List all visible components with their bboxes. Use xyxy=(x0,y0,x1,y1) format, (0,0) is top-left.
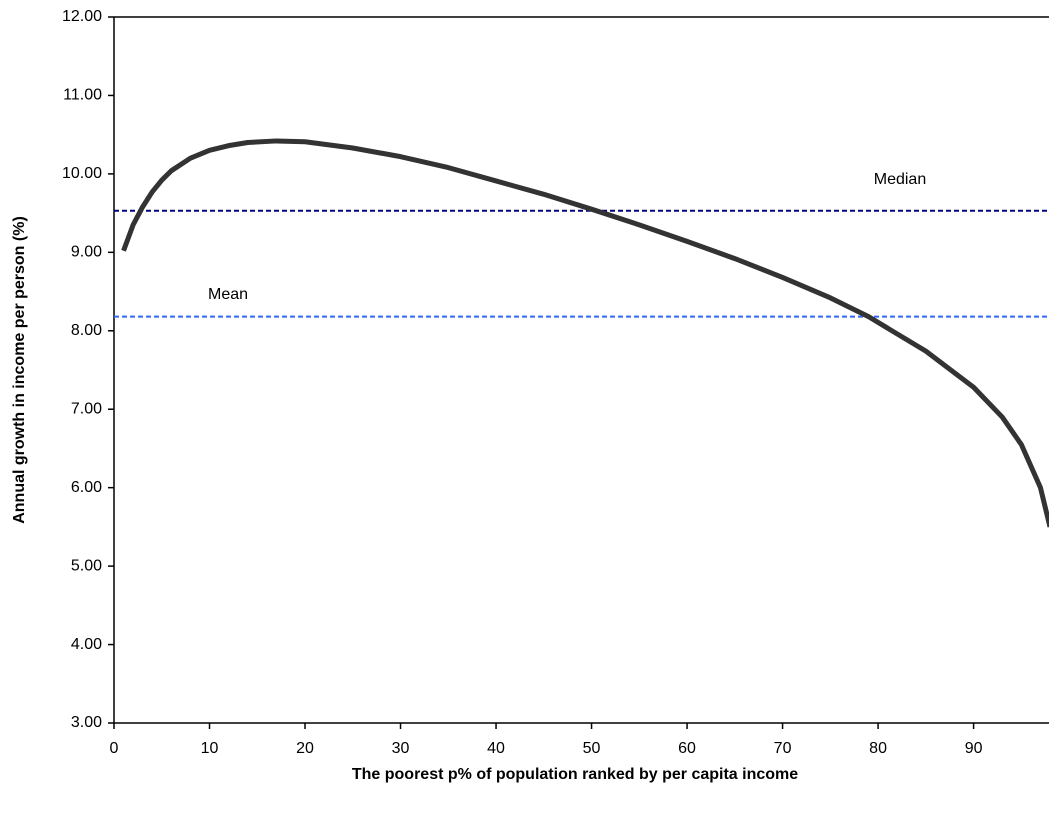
x-tick-label: 70 xyxy=(774,740,792,757)
y-tick-label: 3.00 xyxy=(71,714,102,731)
y-tick-label: 6.00 xyxy=(71,479,102,496)
y-axis-title: Annual growth in income per person (%) xyxy=(11,216,28,524)
x-axis-title: The poorest p% of population ranked by p… xyxy=(352,766,798,783)
x-tick-label: 20 xyxy=(296,740,314,757)
line-series xyxy=(121,138,1049,528)
y-tick-label: 9.00 xyxy=(71,244,102,261)
y-tick-label: 10.00 xyxy=(62,165,102,182)
x-tick-label: 80 xyxy=(869,740,887,757)
x-tick-label: 90 xyxy=(965,740,983,757)
y-tick-label: 5.00 xyxy=(71,557,102,574)
x-tick-label: 60 xyxy=(678,740,696,757)
x-tick-label: 30 xyxy=(392,740,410,757)
y-tick-label: 7.00 xyxy=(71,400,102,417)
y-tick-label: 4.00 xyxy=(71,636,102,653)
x-tick-label: 50 xyxy=(583,740,601,757)
y-tick-label: 12.00 xyxy=(62,8,102,25)
y-tick-label: 8.00 xyxy=(71,322,102,339)
x-tick-label: 40 xyxy=(487,740,505,757)
reference-label: Median xyxy=(874,171,926,188)
x-tick-label: 0 xyxy=(110,740,119,757)
y-tick-label: 11.00 xyxy=(63,87,102,104)
reference-label: Mean xyxy=(208,286,248,303)
x-tick-label: 10 xyxy=(201,740,219,757)
